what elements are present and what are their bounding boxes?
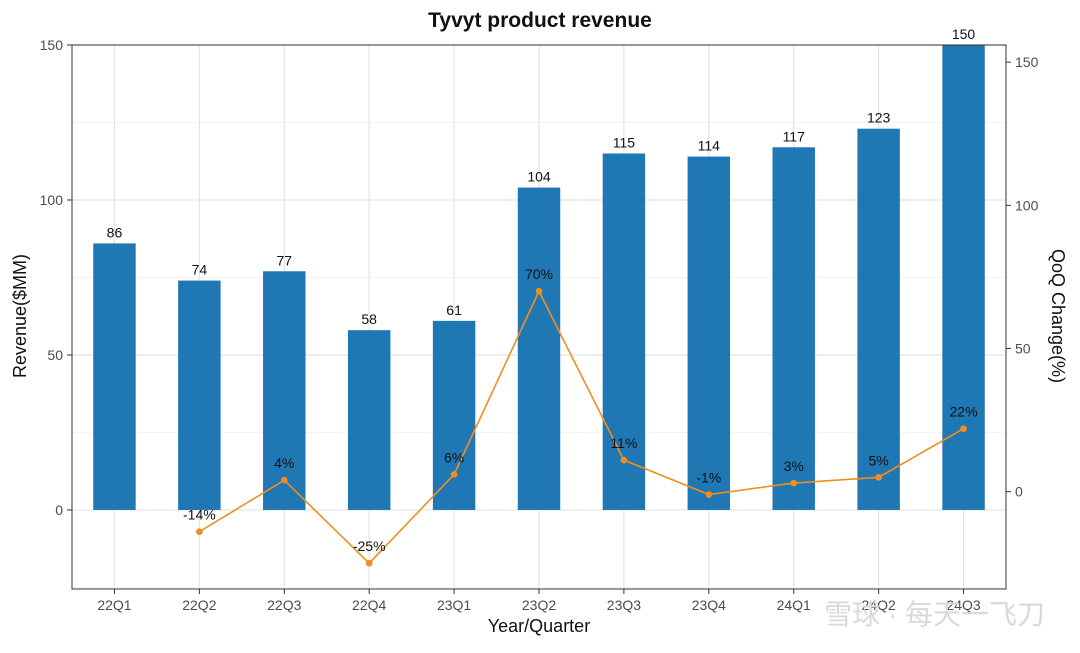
qoq-point-23Q3 [620,456,628,464]
qoq-value-label: 22% [950,404,978,420]
qoq-value-label: 70% [525,266,553,282]
x-tick-label: 23Q3 [607,597,641,613]
bar-value-label: 150 [952,26,976,42]
x-tick-label: 24Q3 [946,597,980,613]
bar-22Q3 [263,271,306,510]
x-tick-label: 22Q2 [182,597,216,613]
label-layer: 86 74 77 58 61 104 115 114 117 123 150 -14% 4% -25% 6%… [107,26,978,554]
y-axis-title: Revenue($MM) [10,254,30,378]
bar-23Q1 [432,320,476,510]
y-tick-label: 150 [40,37,64,53]
y2-tick-label: 100 [1015,197,1039,213]
x-tick-label: 22Q4 [352,597,386,613]
bar-value-label: 114 [698,138,721,154]
line-layer [196,287,967,567]
x-tick-label: 23Q1 [437,597,471,613]
y2-axis-title: QoQ Change(%) [1048,249,1068,383]
qoq-value-label: -14% [183,507,216,523]
qoq-value-label: 4% [274,455,294,471]
qoq-point-24Q1 [790,479,798,487]
bar-value-label: 74 [192,262,208,278]
y2-tick-label: 150 [1015,54,1039,70]
bar-24Q3 [942,45,985,510]
qoq-point-23Q1 [450,471,458,478]
bar-23Q4 [687,156,731,510]
bar-22Q2 [178,280,221,510]
bar-value-label: 86 [107,224,123,240]
y2-tick-label: 50 [1015,340,1031,356]
qoq-value-label: -1% [696,470,721,486]
x-tick-label: 22Q3 [267,597,301,613]
x-axis-title: Year/Quarter [488,616,590,636]
y2-tick-label: 0 [1015,484,1023,500]
bar-value-label: 77 [276,252,292,268]
qoq-value-label: 11% [610,435,637,451]
x-tick-label: 24Q1 [777,597,811,613]
qoq-point-22Q3 [280,476,288,484]
bar-24Q1 [772,147,815,510]
bar-value-label: 104 [527,169,551,185]
x-tick-label: 23Q2 [522,597,556,613]
qoq-point-24Q3 [960,425,967,432]
bar-23Q2 [517,187,561,510]
y-tick-label: 50 [47,347,63,363]
qoq-point-23Q4 [705,491,713,498]
qoq-point-23Q2 [535,287,543,295]
qoq-value-label: -25% [353,538,386,554]
bar-value-label: 115 [613,134,636,150]
bar-layer [93,45,985,510]
bar-value-label: 123 [867,110,891,126]
qoq-value-label: 6% [444,449,464,465]
bar-24Q2 [857,128,900,510]
bar-22Q4 [347,330,391,510]
axis-layer: 0 50 100 150 0 50 100 150 22Q1 22Q2 22Q3 22Q4 23Q1 23… [40,37,1039,613]
qoq-point-24Q2 [875,474,882,481]
qoq-value-label: 5% [869,452,889,468]
x-tick-label: 23Q4 [692,597,726,613]
chart-title: Tyvyt product revenue [428,9,652,32]
qoq-value-label: 3% [784,458,804,474]
bar-value-label: 61 [446,302,462,318]
y-tick-label: 100 [40,192,64,208]
x-tick-label: 24Q2 [862,597,896,613]
bar-value-label: 58 [361,311,377,327]
watermark: 雪球 · 每天一飞刀 [824,599,1045,630]
y-tick-label: 0 [55,502,63,518]
bar-value-label: 117 [783,128,806,144]
bar-22Q1 [93,243,136,510]
qoq-point-22Q4 [365,559,373,567]
qoq-point-22Q2 [196,528,203,536]
bar-23Q3 [602,153,646,510]
x-tick-label: 22Q1 [97,597,131,613]
qoq-line [198,289,964,565]
